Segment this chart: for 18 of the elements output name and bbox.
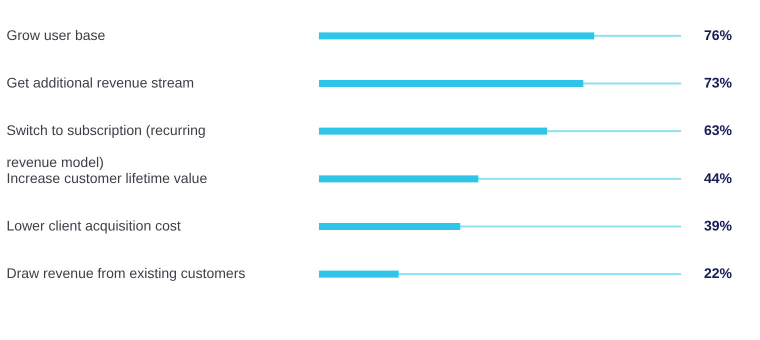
y-tick-label: Draw revenue from existing customers (6, 265, 246, 282)
y-tick-label: Grow user base (6, 26, 106, 43)
y-tick-label: Switch to subscription (recurring revenue model) (6, 122, 206, 170)
bar (319, 175, 478, 182)
bar (319, 270, 399, 278)
y-tick-label: Lower client acquisition cost (6, 218, 181, 234)
bar (319, 128, 548, 135)
data-label: 76% (704, 26, 733, 43)
y-tick-label: Increase customer lifetime value (6, 170, 208, 186)
bar (319, 223, 460, 230)
data-label: 44% (704, 170, 733, 186)
y-tick-label: Get additional revenue stream (6, 74, 194, 90)
data-label: 22% (704, 265, 733, 282)
data-label: 39% (704, 218, 733, 234)
data-label: 63% (704, 122, 733, 138)
data-label: 73% (704, 74, 733, 90)
bar (319, 32, 594, 40)
bar (319, 80, 584, 87)
